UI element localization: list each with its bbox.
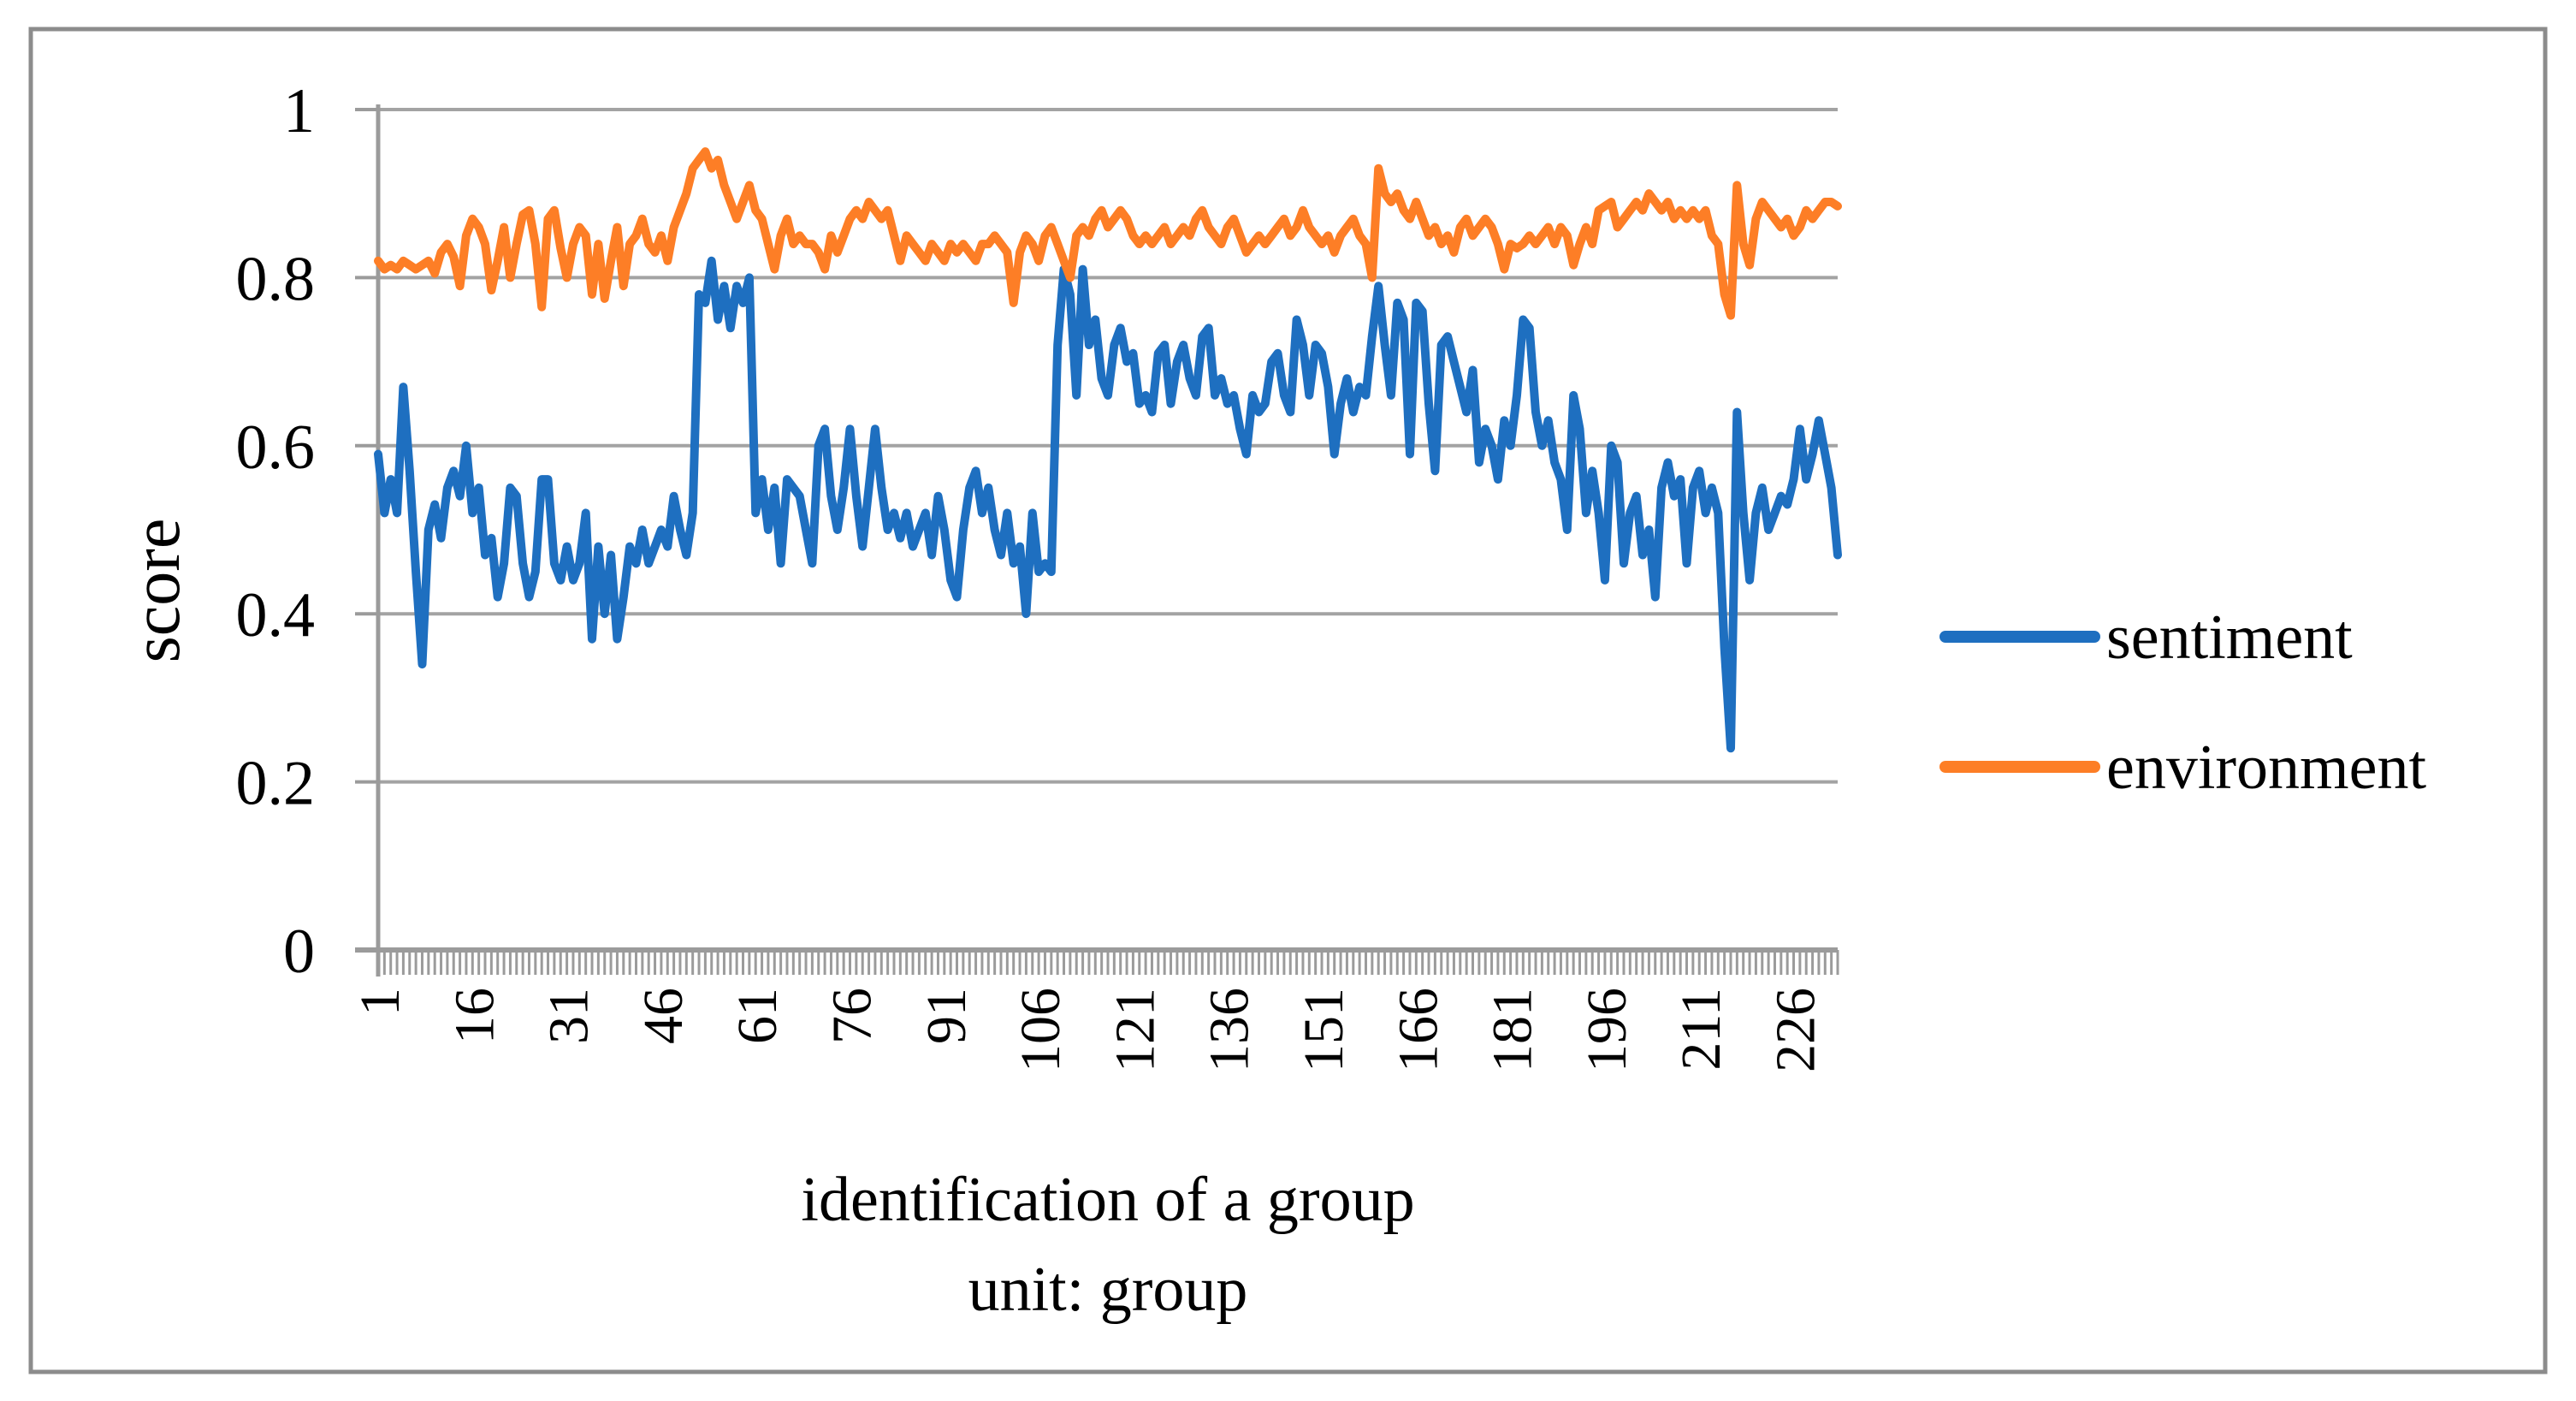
y-tick-label: 0.4 — [236, 580, 316, 650]
y-tick-label: 0.8 — [236, 244, 316, 314]
x-tick-label: 121 — [1104, 988, 1166, 1072]
x-tick-label: 61 — [726, 988, 789, 1044]
y-axis-title: score — [119, 519, 194, 663]
x-tick-label: 31 — [538, 988, 601, 1044]
axis-ticks — [355, 108, 1839, 975]
y-axis-labels: 1 0.8 0.6 0.4 0.2 0 — [236, 76, 316, 987]
legend: sentiment environment — [1939, 603, 2426, 803]
x-tick-label: 151 — [1293, 988, 1355, 1072]
x-tick-label: 211 — [1670, 988, 1732, 1071]
x-axis-labels: 1 16 31 46 61 76 91 106 121 136 151 166 181 196 211 226 — [349, 988, 1827, 1072]
series-line-sentiment — [374, 256, 1842, 753]
y-tick-label: 0 — [283, 917, 315, 987]
x-tick-label: 1 — [349, 988, 412, 1016]
x-tick-label: 46 — [632, 988, 695, 1044]
x-tick-label: 166 — [1387, 988, 1449, 1072]
legend-environment-label: environment — [2106, 733, 2426, 803]
y-tick-label: 0.2 — [236, 749, 316, 819]
x-tick-label: 76 — [821, 988, 884, 1044]
x-tick-label: 226 — [1765, 988, 1827, 1072]
x-tick-label: 16 — [443, 988, 506, 1044]
x-tick-label: 181 — [1482, 988, 1544, 1072]
series-line-environment — [374, 147, 1842, 320]
x-axis-subtitle: unit: group — [968, 1255, 1248, 1325]
x-tick-label: 196 — [1576, 988, 1638, 1072]
x-tick-label: 91 — [915, 988, 978, 1044]
legend-sentiment-label: sentiment — [2106, 603, 2353, 673]
x-tick-label: 106 — [1010, 988, 1072, 1072]
figure-border — [28, 27, 2548, 1374]
x-tick-label: 136 — [1199, 988, 1261, 1072]
y-tick-label: 0.6 — [236, 413, 316, 483]
data-series — [374, 147, 1842, 753]
x-axis-title: identification of a group — [801, 1165, 1414, 1235]
y-tick-label: 1 — [283, 76, 315, 146]
